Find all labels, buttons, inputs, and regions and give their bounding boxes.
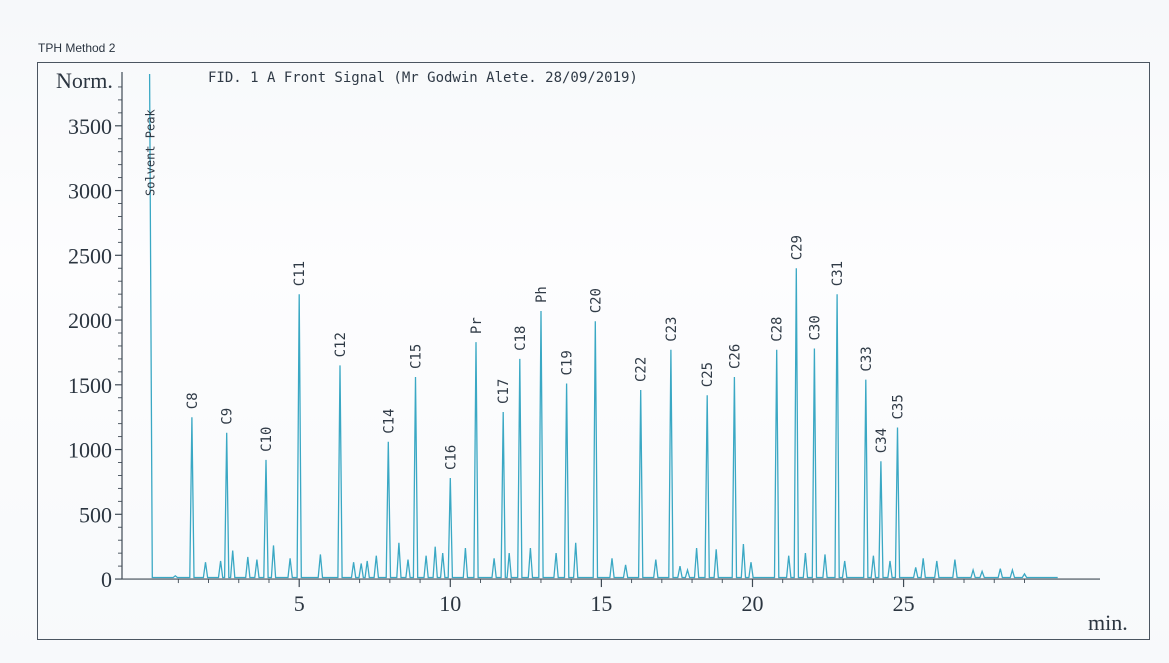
peak-label: C14	[381, 409, 397, 434]
signal-title: FID. 1 A Front Signal (Mr Godwin Alete. …	[208, 70, 638, 86]
y-tick-label: 3000	[68, 179, 112, 204]
peak-label: C29	[789, 235, 805, 260]
peak-label: Solvent Peak	[144, 109, 158, 196]
peak-label: C10	[259, 427, 275, 452]
peak-label: C31	[830, 261, 846, 286]
y-tick-label: 2000	[68, 308, 112, 333]
y-tick-label: 3500	[68, 114, 112, 139]
x-tick-label: 10	[439, 591, 461, 616]
peak-label: C18	[513, 326, 529, 351]
peak-label: Pr	[469, 317, 485, 334]
peak-label: Ph	[534, 286, 550, 303]
method-label: TPH Method 2	[38, 41, 116, 55]
peak-label: C15	[409, 344, 425, 369]
peak-label: C23	[664, 317, 680, 342]
peak-label: C19	[560, 350, 576, 375]
peak-label: C17	[496, 379, 512, 404]
peak-label: C9	[220, 408, 236, 425]
ticks-group: 0 500 1000 1500 2000 2500 3000 3500 5 10 15 20 25	[68, 86, 1025, 616]
peak-label: C30	[807, 315, 823, 340]
peak-label: C26	[727, 344, 743, 369]
y-axis-label: Norm.	[56, 68, 113, 93]
peak-label: C16	[443, 445, 459, 470]
axes-group	[121, 72, 1100, 580]
y-tick-label: 0	[101, 567, 112, 592]
y-tick-label: 2500	[68, 243, 112, 268]
peak-label: C33	[859, 346, 875, 371]
chromatogram-trace	[148, 73, 1058, 579]
y-tick-label: 500	[79, 502, 112, 527]
peak-label: C25	[700, 362, 716, 387]
peak-label: C20	[588, 288, 604, 313]
x-tick-label: 5	[294, 591, 305, 616]
x-tick-label: 15	[590, 591, 612, 616]
peak-label: C35	[891, 394, 907, 419]
plot-frame	[37, 62, 1150, 640]
peak-label: C34	[874, 428, 890, 453]
peak-label: C28	[770, 317, 786, 342]
peak-label: C12	[333, 332, 349, 357]
y-tick-label: 1000	[68, 438, 112, 463]
peak-label: C11	[292, 261, 308, 286]
peak-labels-group: Solvent Peak C8 C9 C10 C11 C12 C14 C15 C16 Pr C17 C…	[144, 109, 907, 470]
x-tick-label: 20	[741, 591, 763, 616]
y-tick-label: 1500	[68, 373, 112, 398]
x-tick-label: 25	[893, 591, 915, 616]
x-axis-unit-label: min.	[1088, 610, 1128, 635]
peak-label: C8	[185, 392, 201, 409]
peak-label: C22	[634, 357, 650, 382]
